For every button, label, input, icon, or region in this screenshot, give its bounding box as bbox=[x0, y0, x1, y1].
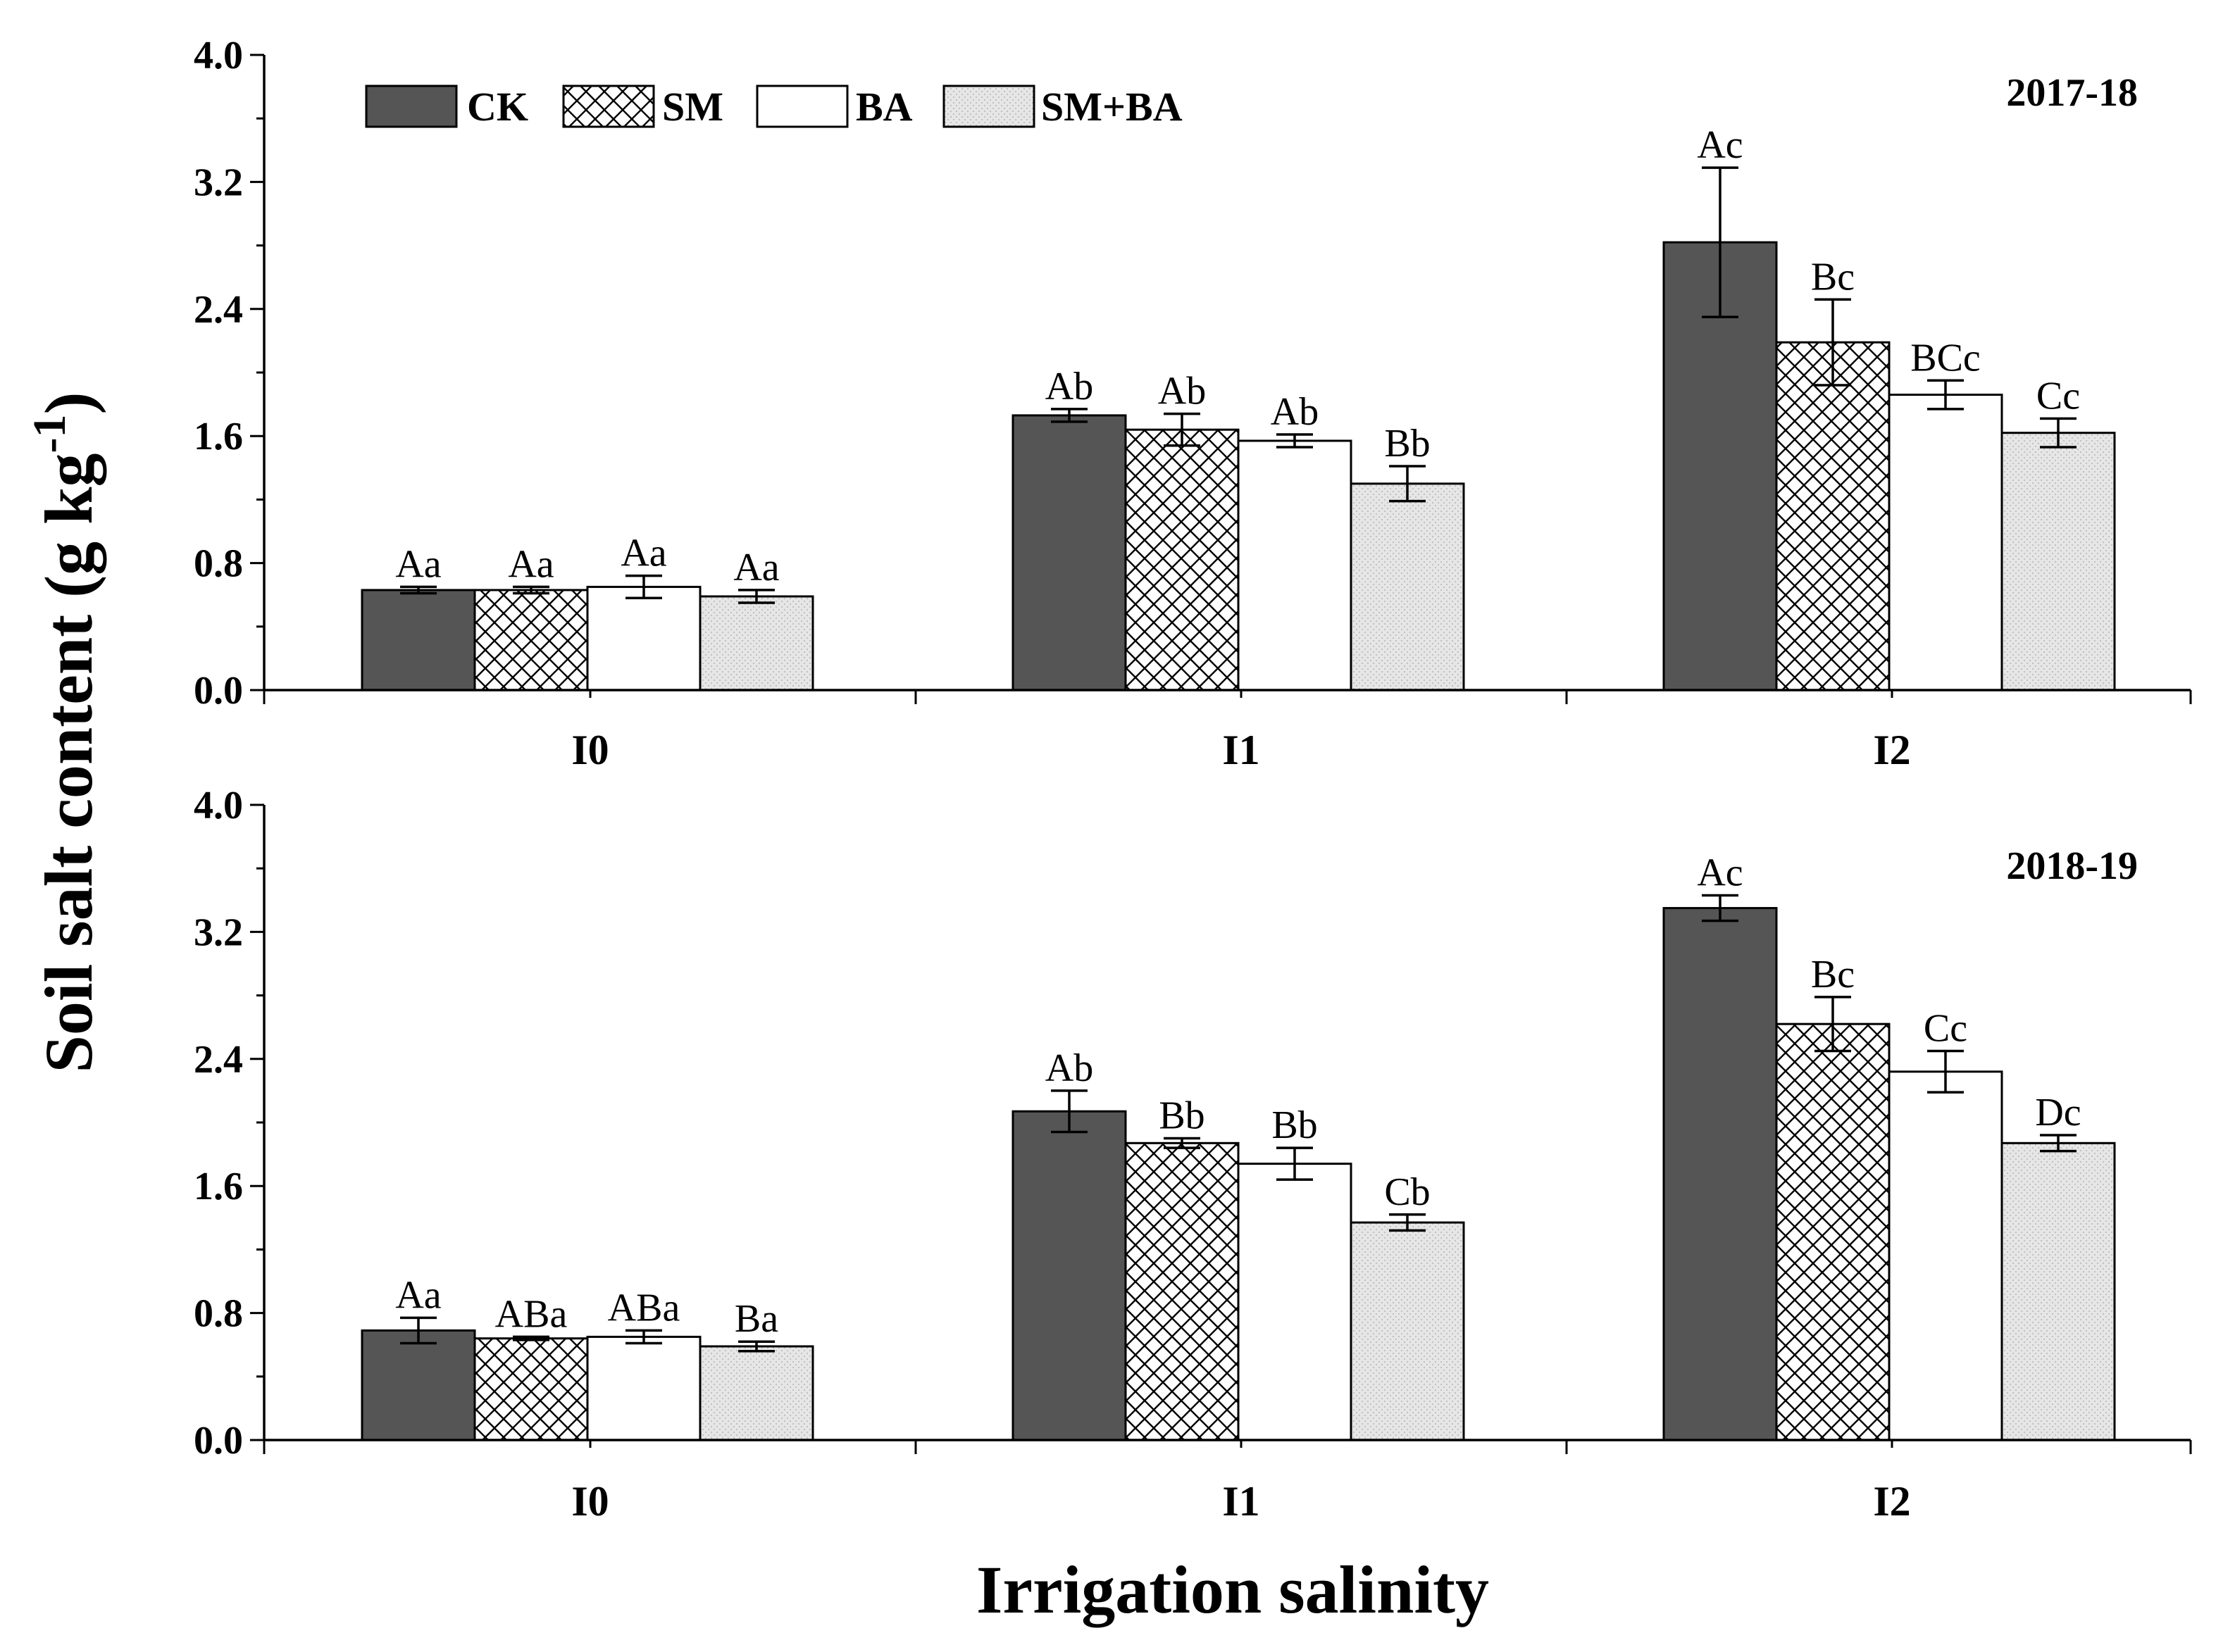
significance-label: Aa bbox=[733, 546, 779, 589]
x-tick-label-i1: I1 bbox=[1222, 1478, 1259, 1525]
significance-label: Ab bbox=[1045, 1046, 1093, 1090]
bar-sm-i2 bbox=[1775, 1022, 1891, 1441]
y-tick-label: 3.2 bbox=[194, 161, 243, 204]
y-axis-title: Soil salt content (g kg-1) bbox=[24, 392, 106, 1073]
bar-ck-i1 bbox=[1011, 414, 1127, 692]
bar-ck-i0 bbox=[361, 1329, 476, 1441]
bar-sm-i0 bbox=[473, 1337, 589, 1441]
y-axis-title-main: Soil salt content (g kg bbox=[31, 453, 106, 1072]
x-tick-label-i0: I0 bbox=[571, 1478, 609, 1525]
panel-2017-18: 0.0 0.8 1.6 2.4 3.2 4.0 Aa Ab Ac Aa Ab Bc Aa Ab BCc Aa B… bbox=[194, 34, 2192, 773]
x-tick-label-i2: I2 bbox=[1873, 727, 1910, 773]
bar-ba-i0 bbox=[586, 1335, 702, 1441]
significance-label: Cc bbox=[2036, 374, 2080, 418]
significance-label: Bb bbox=[1271, 1103, 1317, 1147]
legend-swatch-sm bbox=[562, 85, 655, 128]
significance-label: Aa bbox=[395, 1273, 441, 1317]
bar-ck-i1 bbox=[1011, 1110, 1127, 1441]
bar-ck-i2 bbox=[1662, 907, 1778, 1441]
svg-text:Soil salt content (g kg-1): Soil salt content (g kg-1) bbox=[24, 392, 106, 1073]
y-tick-label: 1.6 bbox=[194, 1165, 243, 1208]
bar-ba-i2 bbox=[1888, 1070, 2003, 1441]
bar-sm-ba-i2 bbox=[2000, 432, 2116, 692]
x-tick-label-i1: I1 bbox=[1222, 727, 1259, 773]
bar-ba-i1 bbox=[1237, 1163, 1352, 1441]
significance-label: ABa bbox=[495, 1292, 568, 1336]
panel-year-label: 2017-18 bbox=[2006, 71, 2138, 115]
y-tick-label: 2.4 bbox=[194, 1038, 243, 1082]
y-tick-label: 1.6 bbox=[194, 415, 243, 458]
significance-label: BCc bbox=[1910, 336, 1981, 380]
legend: CK SM BA SM+BA bbox=[365, 84, 1183, 130]
y-axis-title-close: ) bbox=[31, 392, 106, 415]
y-tick-label: 0.8 bbox=[194, 1292, 243, 1336]
x-tick-label-i2: I2 bbox=[1873, 1478, 1910, 1525]
significance-label: Aa bbox=[508, 542, 554, 586]
y-tick-label: 0.0 bbox=[194, 1419, 243, 1463]
significance-label: Bb bbox=[1384, 422, 1430, 465]
y-tick-label: 4.0 bbox=[194, 34, 243, 77]
significance-label: Ab bbox=[1271, 390, 1319, 434]
bar-sm-ba-i0 bbox=[699, 595, 814, 692]
bar-sm-ba-i1 bbox=[1350, 1221, 1465, 1441]
significance-label: Ab bbox=[1045, 365, 1093, 408]
panel-year-label: 2018-19 bbox=[2006, 844, 2138, 888]
legend-label-sm-ba: SM+BA bbox=[1041, 84, 1183, 130]
significance-label: Aa bbox=[395, 542, 441, 586]
bar-sm-ba-i2 bbox=[2000, 1141, 2116, 1441]
bar-sm-i2 bbox=[1775, 341, 1891, 692]
bar-sm-ba-i1 bbox=[1350, 482, 1465, 692]
legend-label-sm: SM bbox=[662, 84, 723, 130]
legend-label-ck: CK bbox=[467, 84, 528, 130]
bar-ba-i2 bbox=[1888, 394, 2003, 692]
x-tick-label-i0: I0 bbox=[571, 727, 609, 773]
significance-label: Ac bbox=[1697, 123, 1743, 167]
significance-label: ABa bbox=[608, 1286, 680, 1329]
y-tick-label: 0.0 bbox=[194, 669, 243, 713]
significance-label: Cb bbox=[1384, 1170, 1430, 1214]
y-tick-label: 4.0 bbox=[194, 784, 243, 827]
x-axis-title: Irrigation salinity bbox=[976, 1552, 1489, 1627]
significance-label: Bc bbox=[1811, 255, 1855, 299]
y-axis-title-sup: -1 bbox=[24, 414, 75, 453]
bar-ba-i1 bbox=[1237, 439, 1352, 692]
y-tick-label: 2.4 bbox=[194, 288, 243, 332]
significance-label: Ab bbox=[1158, 370, 1206, 413]
significance-label: Bb bbox=[1159, 1094, 1204, 1138]
legend-swatch-sm-ba bbox=[942, 85, 1035, 128]
bar-ba-i0 bbox=[586, 585, 702, 692]
y-tick-label: 0.8 bbox=[194, 542, 243, 586]
bar-sm-ba-i0 bbox=[699, 1345, 814, 1441]
significance-label: Ac bbox=[1697, 851, 1743, 895]
legend-label-ba: BA bbox=[856, 84, 913, 130]
bar-ck-i0 bbox=[361, 589, 476, 692]
y-tick-label: 3.2 bbox=[194, 911, 243, 954]
panel-2018-19: 0.0 0.8 1.6 2.4 3.2 4.0 Aa Ab Ac ABa Bb Bc ABa Bb Cc Ba… bbox=[194, 784, 2192, 1525]
significance-label: Dc bbox=[2035, 1091, 2081, 1134]
significance-label: Cc bbox=[1924, 1007, 1967, 1051]
significance-label: Bc bbox=[1811, 953, 1855, 996]
significance-label: Ba bbox=[735, 1297, 778, 1341]
bar-sm-i0 bbox=[473, 589, 589, 692]
legend-swatch-ck bbox=[365, 85, 458, 128]
bar-sm-i1 bbox=[1124, 1141, 1240, 1441]
legend-swatch-ba bbox=[756, 85, 849, 128]
bar-sm-i1 bbox=[1124, 428, 1240, 692]
significance-label: Aa bbox=[621, 532, 666, 575]
